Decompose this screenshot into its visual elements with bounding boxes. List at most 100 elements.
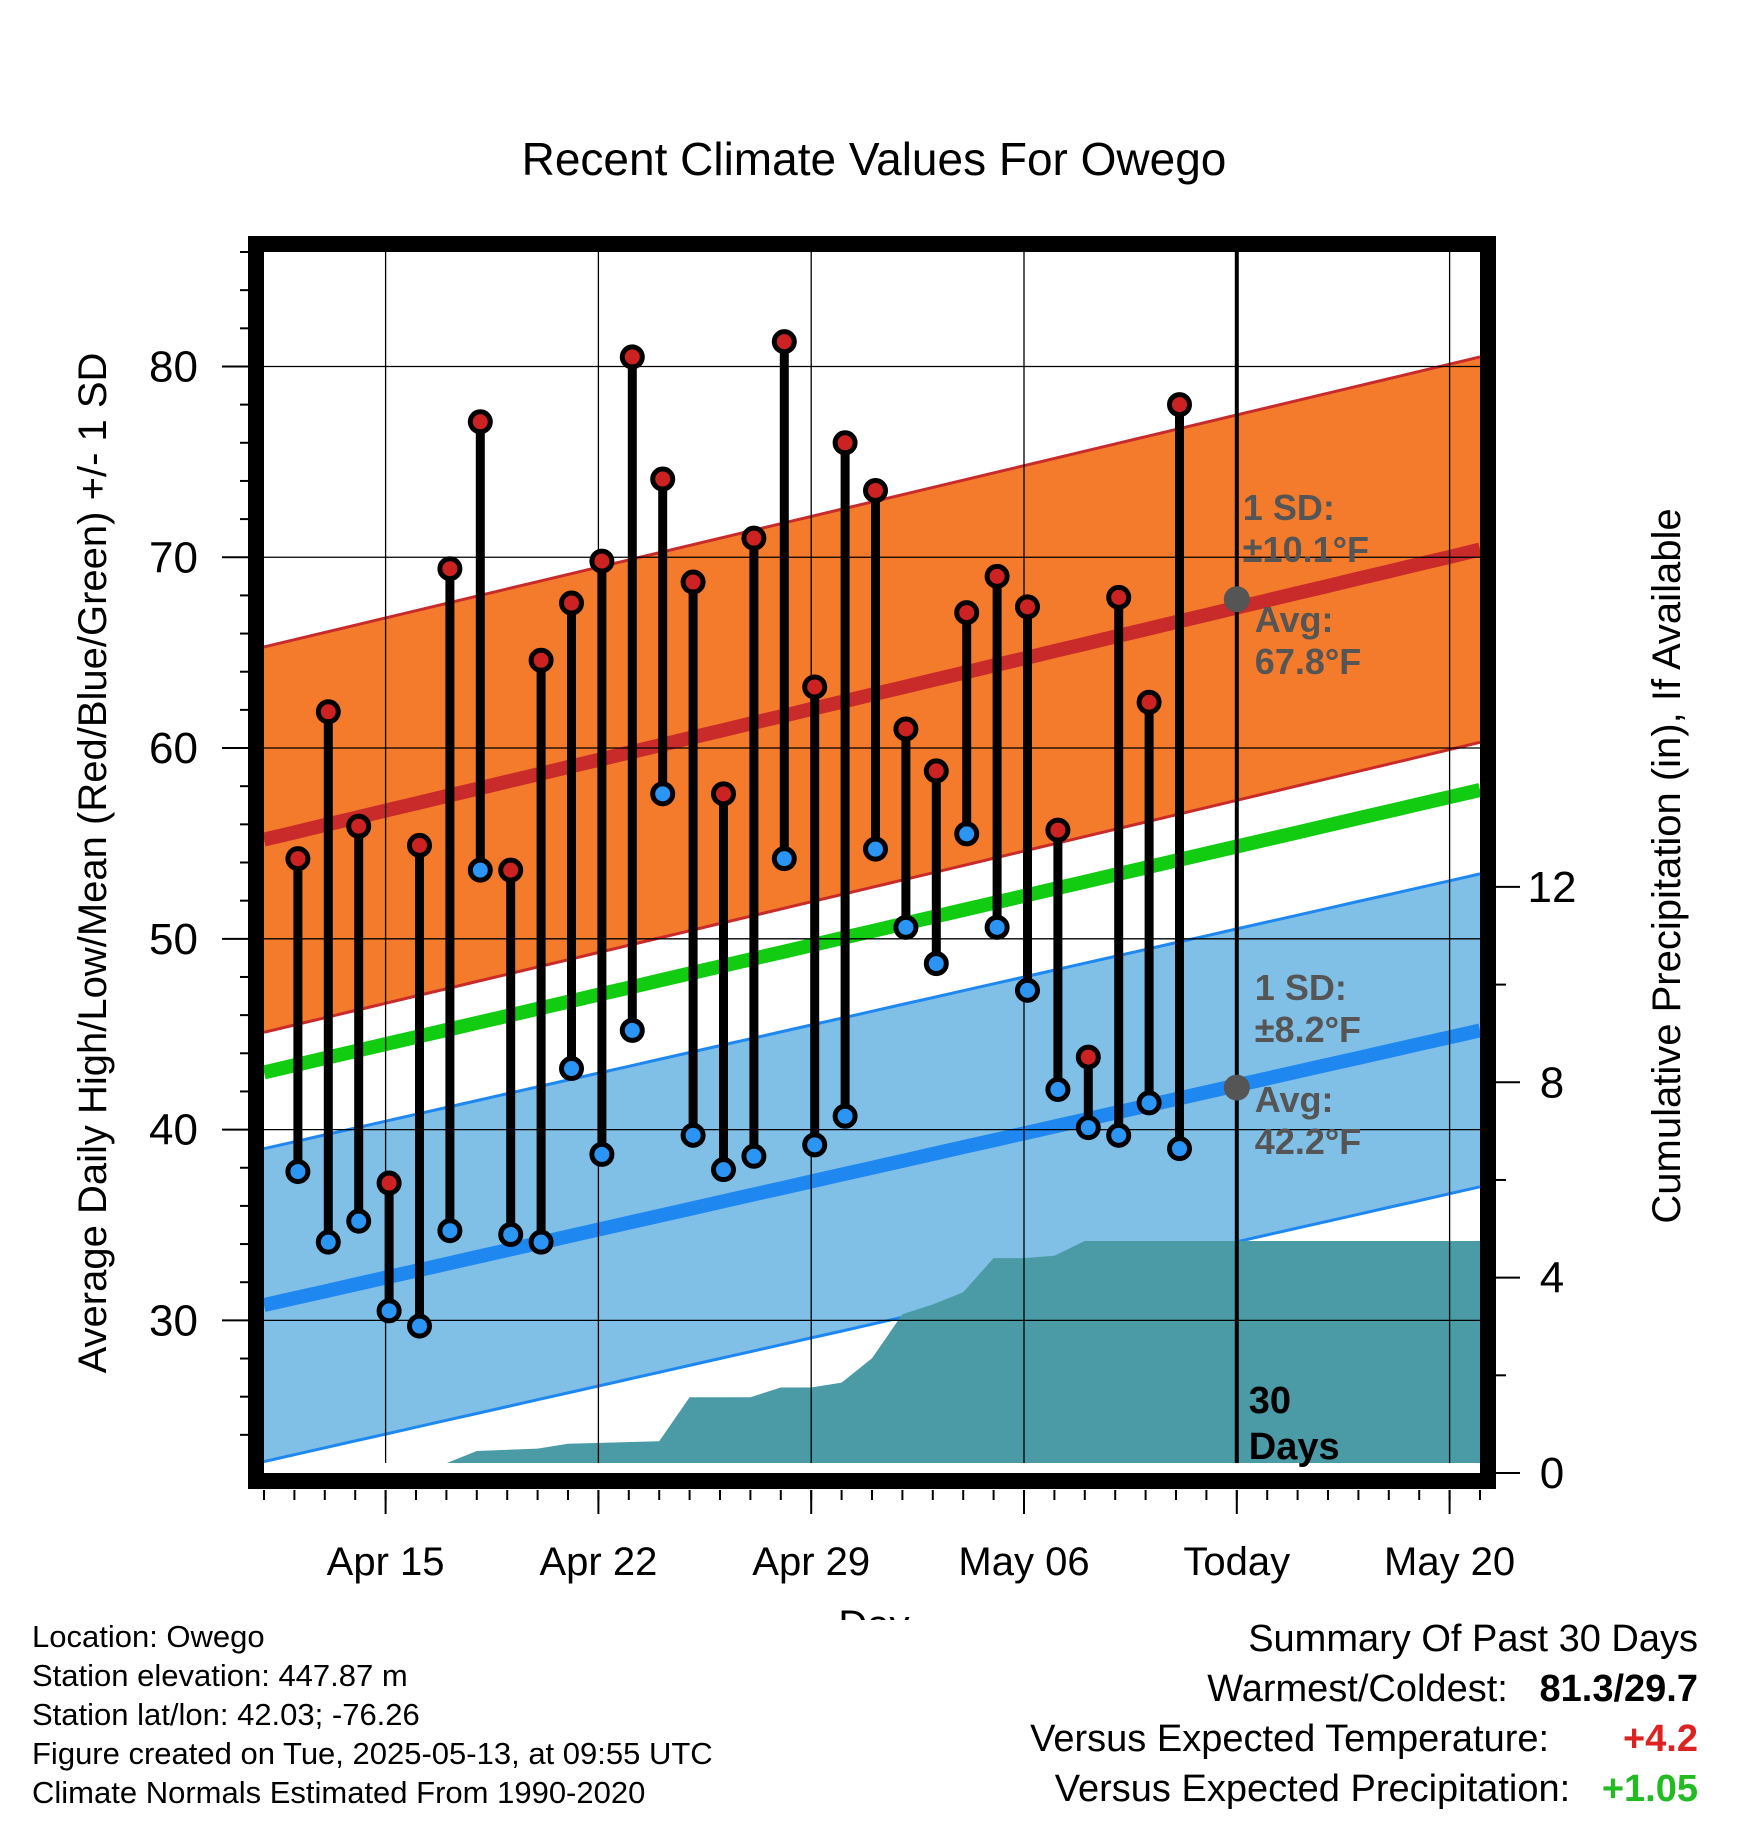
summary-precip: Versus Expected Precipitation: +1.05 — [1055, 1768, 1698, 1811]
high-temp-point — [771, 329, 797, 355]
low-temp-point — [923, 951, 949, 977]
summary-warm-cold: Warmest/Coldest: 81.3/29.7 — [1207, 1668, 1698, 1711]
high-annotation-text: 67.8°F — [1255, 641, 1361, 682]
y2-tick-label: 12 — [1528, 863, 1577, 912]
high-temp-point — [619, 344, 645, 370]
mean-normal-line — [262, 783, 1482, 1080]
high-temp-point — [437, 556, 463, 582]
high-temp-point — [893, 716, 919, 742]
low-temp-point — [863, 836, 888, 862]
low-temp-point — [1075, 1115, 1101, 1141]
high-temp-point — [984, 563, 1010, 589]
x-axis-label: Day — [838, 1603, 909, 1620]
low-temp-point — [1167, 1136, 1192, 1162]
summary-warm-cold-label: Warmest/Coldest: — [1207, 1668, 1508, 1710]
precipitation-area — [446, 1241, 1480, 1463]
y-tick-label: 80 — [149, 342, 198, 391]
summary-title: Summary Of Past 30 Days — [1248, 1618, 1698, 1660]
y-tick-label: 60 — [149, 724, 198, 773]
today-days-label: Days — [1249, 1426, 1340, 1468]
summary-temp: Versus Expected Temperature: +4.2 — [1030, 1718, 1698, 1761]
low-annotation-text: 1 SD: — [1255, 967, 1347, 1008]
today-days-label: 30 — [1249, 1380, 1291, 1422]
low-normal-today-dot — [1223, 1074, 1250, 1101]
low-temp-point — [467, 857, 493, 883]
low-temp-point — [589, 1141, 615, 1167]
low-temp-point — [528, 1229, 554, 1255]
low-temp-point — [1106, 1122, 1132, 1148]
low-temp-point — [285, 1159, 311, 1185]
x-tick-label: Apr 15 — [327, 1540, 445, 1584]
plot-frame-border — [248, 236, 1496, 1489]
summary-temp-value: +4.2 — [1622, 1718, 1698, 1760]
y2-tick-label: 0 — [1540, 1449, 1564, 1498]
footer-elevation: Station elevation: 447.87 m — [32, 1658, 408, 1693]
axes: 30 40 50 60 70 80 0 4 8 12 Apr 15 Apr 22 Apr 29 May 0… — [71, 251, 1689, 1620]
y2-tick-label: 8 — [1540, 1058, 1564, 1107]
high-sd-lower-line — [263, 740, 1481, 1034]
low-annotation-text: ±8.2°F — [1255, 1009, 1361, 1050]
low-temp-point — [376, 1298, 402, 1324]
summary-precip-label: Versus Expected Precipitation: — [1054, 1768, 1571, 1810]
high-temp-point — [346, 813, 372, 839]
footer-latlon: Station lat/lon: 42.03; -76.26 — [32, 1697, 420, 1732]
x-tick-label: Apr 22 — [539, 1540, 657, 1584]
y-tick-label: 70 — [149, 533, 198, 582]
high-temp-point — [315, 699, 341, 725]
y-tick-label: 40 — [149, 1106, 198, 1155]
high-temp-point — [1136, 689, 1162, 715]
y-tick-label: 50 — [149, 915, 198, 964]
summary-warm-cold-value: 81.3/29.7 — [1539, 1668, 1698, 1710]
low-temp-point — [559, 1056, 584, 1082]
high-temp-point — [559, 590, 584, 616]
high-temp-point — [467, 409, 493, 435]
low-temp-point — [680, 1122, 706, 1148]
high-temp-point — [832, 430, 858, 456]
low-temp-point — [984, 914, 1010, 940]
y-tick-label: 30 — [149, 1296, 198, 1345]
high-annotation-text: Avg: — [1255, 599, 1334, 640]
low-temp-point — [711, 1157, 736, 1183]
footer-normals: Climate Normals Estimated From 1990-2020 — [32, 1775, 646, 1810]
low-temp-point — [771, 846, 797, 872]
low-temp-point — [1136, 1090, 1162, 1116]
low-sd-lower-line — [263, 1185, 1481, 1463]
high-temp-point — [589, 548, 615, 574]
x-tick-label: May 06 — [958, 1540, 1089, 1584]
high-temp-point — [1015, 594, 1040, 620]
low-temp-point — [346, 1208, 372, 1234]
high-temp-point — [802, 674, 828, 700]
low-temp-point — [954, 821, 980, 847]
high-temp-point — [1106, 584, 1132, 610]
y2-tick-label: 4 — [1540, 1254, 1564, 1303]
high-annotation-text: ±10.1°F — [1243, 529, 1369, 570]
footer-location: Location: Owego — [32, 1619, 265, 1654]
high-temp-point — [954, 600, 980, 626]
low-annotation-text: Avg: — [1255, 1079, 1334, 1120]
high-temp-point — [650, 466, 676, 492]
footer-created: Figure created on Tue, 2025-05-13, at 09… — [32, 1736, 713, 1771]
x-tick-label: May 20 — [1384, 1540, 1515, 1584]
high-annotation-text: 1 SD: — [1243, 487, 1335, 528]
high-temp-point — [741, 525, 767, 551]
high-temp-point — [680, 569, 706, 595]
summary-precip-value: +1.05 — [1601, 1768, 1698, 1810]
low-temp-point — [650, 781, 676, 807]
high-temp-point — [1167, 392, 1192, 418]
high-temp-point — [376, 1170, 402, 1196]
low-temp-point — [1045, 1077, 1071, 1103]
climate-chart: Recent Climate Values For Owego 30405060… — [71, 133, 1689, 1620]
high-temp-point — [1045, 817, 1071, 843]
high-temp-point — [407, 832, 432, 858]
low-normal-line — [262, 1023, 1482, 1312]
low-temp-point — [893, 914, 919, 940]
high-temp-point — [711, 781, 736, 807]
y2-axis-label: Cumulative Precipitation (in), If Availa… — [1645, 508, 1689, 1223]
low-temp-point — [832, 1103, 858, 1129]
y-axis-label: Average Daily High/Low/Mean (Red/Blue/Gr… — [71, 353, 115, 1374]
summary-temp-label: Versus Expected Temperature: — [1030, 1718, 1550, 1760]
x-tick-label: Today — [1183, 1540, 1290, 1584]
low-temp-point — [1015, 977, 1040, 1003]
observation-markers — [285, 329, 1192, 1339]
